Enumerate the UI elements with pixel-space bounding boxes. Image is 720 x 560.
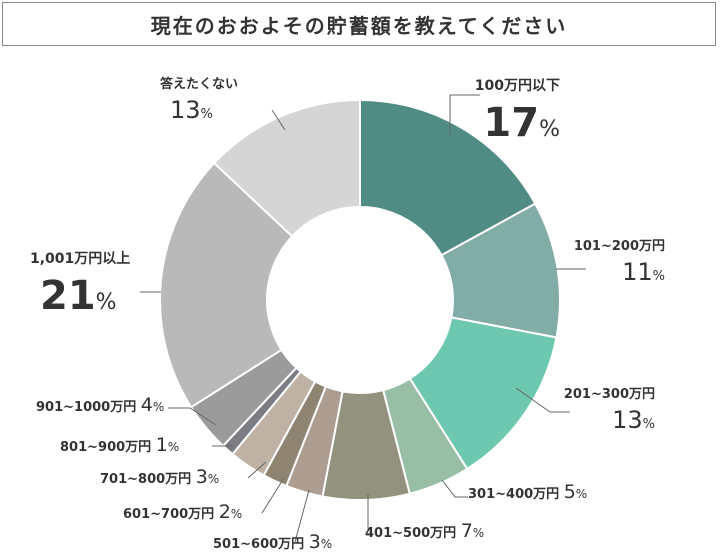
slice-value-2: 11% [622,258,665,286]
pie-slice-12 [212,98,361,238]
slice-value-1: 17% [483,100,560,146]
slice-value-3: 13% [612,406,655,434]
slice-label-10: 901~1000万円 4% [36,394,164,416]
leader-line-3 [515,387,570,413]
slice-label-5: 401~500万円 7% [365,520,484,542]
slice-label-11: 1,001万円以上 [30,251,130,267]
slice-label-9: 801~900万円 1% [60,434,179,456]
slice-label-4: 301~400万円 5% [468,481,587,503]
slice-value-12: 13% [170,96,213,124]
leader-line-10 [168,407,217,426]
pie-slice-11 [159,161,294,409]
slice-label-2: 101~200万円 [574,239,665,254]
slice-label-6: 501~600万円 3% [213,531,332,553]
leader-line-6 [294,489,310,543]
pie-slice-1 [359,98,537,257]
chart-title-box: 現在のおおよその貯蓄額を教えてください [2,2,716,46]
slice-label-7: 601~700万円 2% [123,501,242,523]
leader-line-7 [261,477,285,514]
slice-label-3: 201~300万円 [564,387,655,402]
leader-line-4 [441,479,468,498]
slice-label-1: 100万円以下 [475,78,560,94]
leader-line-8 [247,461,267,479]
slice-value-11: 21% [40,273,117,319]
leader-line-12 [271,109,286,131]
chart-title: 現在のおおよその貯蓄額を教えてください [150,13,568,38]
slice-label-12: 答えたくない [160,76,238,92]
slice-label-8: 701~800万円 3% [100,466,219,488]
leader-line-1 [449,94,480,135]
